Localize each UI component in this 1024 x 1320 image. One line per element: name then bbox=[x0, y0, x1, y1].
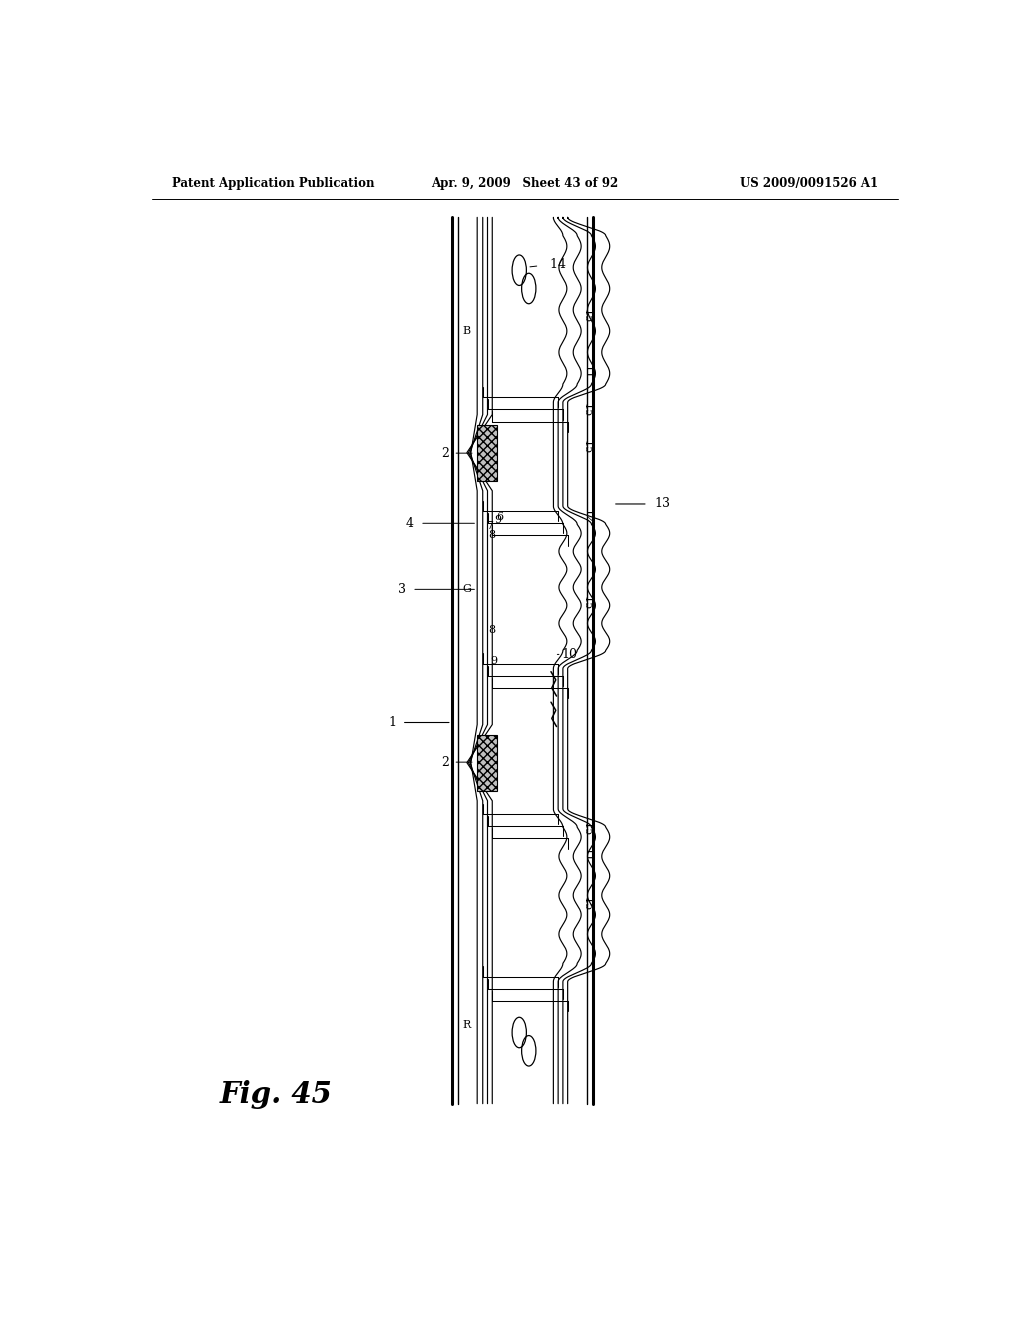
Text: US 2009/0091526 A1: US 2009/0091526 A1 bbox=[739, 177, 878, 190]
Text: 15: 15 bbox=[582, 898, 591, 912]
Text: 8: 8 bbox=[488, 624, 496, 635]
Text: 4: 4 bbox=[406, 517, 414, 529]
Text: R: R bbox=[463, 1020, 471, 1031]
Text: 13: 13 bbox=[654, 498, 670, 511]
Text: B: B bbox=[463, 326, 471, 337]
Text: 2: 2 bbox=[441, 446, 450, 459]
Text: 7: 7 bbox=[486, 521, 494, 532]
Text: 9: 9 bbox=[494, 515, 501, 525]
Text: Patent Application Publication: Patent Application Publication bbox=[172, 177, 374, 190]
Text: 3: 3 bbox=[397, 583, 406, 595]
Text: 8: 8 bbox=[488, 531, 496, 540]
Bar bbox=[477, 425, 497, 480]
Text: 11: 11 bbox=[583, 847, 593, 862]
Bar bbox=[477, 735, 497, 791]
Text: 15: 15 bbox=[582, 822, 591, 837]
Text: 15: 15 bbox=[582, 404, 591, 417]
Text: 14: 14 bbox=[530, 257, 566, 271]
Text: 6: 6 bbox=[496, 512, 503, 523]
Text: 15: 15 bbox=[582, 309, 591, 323]
Text: 9: 9 bbox=[490, 656, 498, 665]
Text: 15: 15 bbox=[582, 597, 591, 611]
Text: G: G bbox=[463, 585, 471, 594]
Text: Fig. 45: Fig. 45 bbox=[219, 1080, 332, 1109]
Text: 12: 12 bbox=[583, 510, 593, 523]
Text: 2: 2 bbox=[441, 755, 450, 768]
Text: 10: 10 bbox=[561, 648, 578, 661]
Text: 11: 11 bbox=[583, 364, 593, 379]
Text: 15: 15 bbox=[582, 440, 591, 454]
Text: Apr. 9, 2009  Sheet 43 of 92: Apr. 9, 2009 Sheet 43 of 92 bbox=[431, 177, 618, 190]
Text: 1: 1 bbox=[388, 715, 396, 729]
